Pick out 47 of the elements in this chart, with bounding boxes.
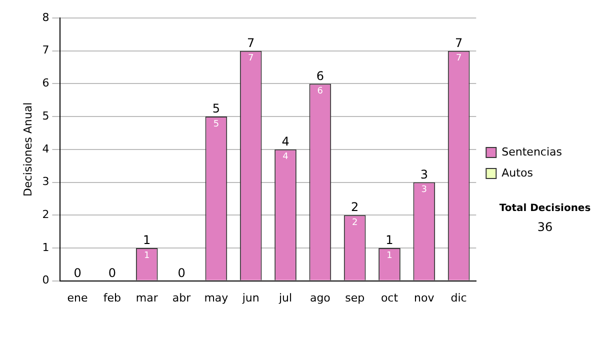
- x-tick-label: may: [204, 291, 229, 304]
- data-label: 5: [213, 119, 220, 130]
- y-tick-label: 1: [42, 240, 50, 254]
- x-tick-label: abr: [172, 291, 192, 304]
- total-label: 0: [108, 266, 116, 280]
- data-label: 1: [144, 250, 150, 261]
- total-label: 7: [455, 36, 463, 50]
- data-label: 7: [248, 54, 254, 64]
- x-tick-label: nov: [414, 291, 435, 304]
- data-label: 2: [352, 218, 358, 228]
- legend-label: Autos: [502, 166, 534, 180]
- y-tick-label: 5: [42, 109, 50, 122]
- x-tick-label: feb: [103, 291, 122, 304]
- y-tick-label: 8: [42, 10, 50, 24]
- data-label: 4: [282, 152, 289, 162]
- text: 36: [536, 220, 554, 234]
- total-label: 1: [143, 233, 151, 248]
- legend-label: Sentencias: [502, 145, 562, 158]
- total-label: 5: [212, 102, 220, 116]
- y-tick-label: 6: [42, 76, 50, 90]
- total-label: 2: [351, 200, 359, 214]
- data-label: 3: [421, 185, 428, 196]
- x-tick-label: ago: [310, 291, 331, 304]
- x-tick-label: jun: [241, 291, 260, 304]
- y-tick-label: 2: [42, 208, 50, 221]
- data-label: 7: [456, 54, 462, 64]
- y-tick-label: 7: [42, 44, 50, 57]
- x-tick-label: oct: [380, 291, 399, 304]
- data-label: 1: [386, 250, 392, 261]
- x-tick-label: jul: [278, 291, 292, 304]
- y-tick-label: 3: [42, 175, 50, 188]
- total-label: 1: [386, 233, 394, 248]
- total-label: 3: [420, 167, 428, 182]
- total-label: 4: [282, 134, 290, 149]
- total-label: 0: [178, 266, 186, 280]
- total-label: 7: [247, 36, 255, 50]
- text: Total Decisiones: [498, 203, 592, 214]
- y-tick-label: 4: [42, 142, 50, 156]
- total-label: 0: [74, 266, 82, 280]
- y-tick-label: 0: [42, 274, 50, 287]
- x-tick-label: mar: [136, 291, 158, 304]
- y-axis-title: Decisiones Anual: [21, 102, 34, 196]
- x-tick-label: sep: [345, 291, 365, 304]
- data-label: 6: [317, 86, 324, 97]
- total-label: 6: [316, 68, 324, 83]
- x-tick-label: dic: [450, 291, 467, 304]
- x-tick-label: ene: [67, 291, 88, 304]
